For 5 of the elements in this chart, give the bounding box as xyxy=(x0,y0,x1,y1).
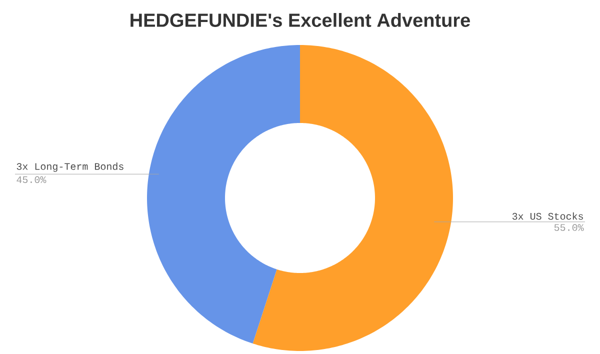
data-label: 55.0% xyxy=(554,224,584,231)
chart-title: HEDGEFUNDIE's Excellent Adventure xyxy=(130,13,470,27)
slice-label: 3x Long-Term Bonds xyxy=(16,162,124,172)
slice-label: 3x US Stocks xyxy=(512,212,583,220)
data-label: 45.0% xyxy=(16,176,46,184)
